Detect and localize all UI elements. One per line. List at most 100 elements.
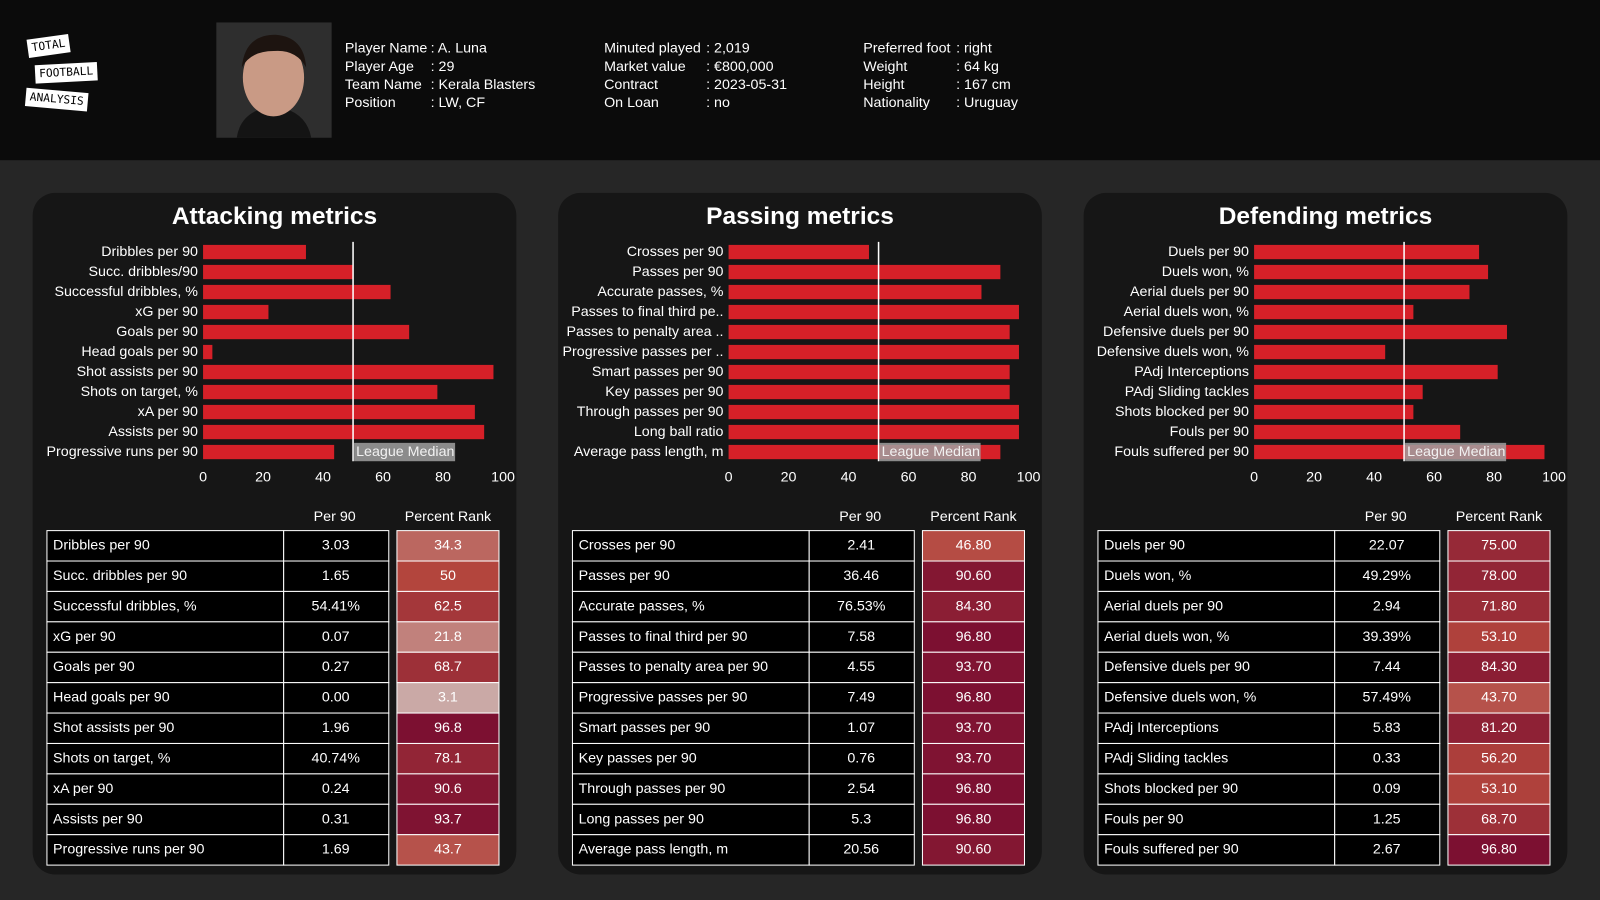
- rank-value: 68.7: [434, 659, 462, 675]
- per90-value: 0.24: [322, 781, 350, 797]
- per90-value: 36.46: [843, 568, 879, 584]
- per90-value: 7.58: [847, 629, 875, 645]
- bar: [1254, 364, 1498, 380]
- row-label: Long passes per 90: [579, 811, 704, 827]
- rank-value: 43.70: [1481, 690, 1517, 706]
- logo-text: FOOTBALL: [39, 64, 94, 80]
- x-tick-label: 0: [725, 469, 733, 485]
- rank-value: 78.1: [434, 750, 462, 766]
- metric-panel: Attacking metrics Dribbles per 90 Succ. dr…: [32, 192, 517, 875]
- row-label: Duels per 90: [1104, 538, 1185, 554]
- bar-label: Assists per 90: [108, 424, 198, 440]
- name-cell: [1097, 834, 1336, 866]
- bar: [728, 324, 1010, 340]
- rank-cell: [1447, 530, 1551, 562]
- per90-value: 22.07: [1369, 538, 1405, 554]
- rank-cell: [1447, 742, 1551, 775]
- bar: [1254, 324, 1507, 340]
- logo-text: ANALYSIS: [29, 90, 84, 108]
- bar-label: Shots on target, %: [81, 384, 199, 400]
- x-tick-label: 40: [315, 469, 331, 485]
- photo: [216, 22, 332, 138]
- row-label: Through passes per 90: [579, 781, 726, 797]
- bar: [203, 404, 475, 420]
- table-header: Per 90: [1365, 509, 1407, 525]
- row-label: Passes to penalty area per 90: [579, 659, 769, 675]
- per90-cell: [1334, 712, 1441, 744]
- photo-shoulders: [236, 106, 312, 138]
- per90-value: 39.39%: [1363, 629, 1412, 645]
- bar: [203, 364, 494, 380]
- logo-box: [34, 62, 98, 84]
- rank-cell: [1447, 712, 1551, 744]
- bar: [728, 424, 1019, 440]
- per90-cell: [283, 651, 390, 684]
- per90-cell: [808, 803, 915, 836]
- bar: [203, 424, 485, 440]
- per90-value: 5.3: [851, 811, 871, 827]
- per90-value: 1.25: [1373, 811, 1401, 827]
- bar-label: Aerial duels per 90: [1130, 284, 1249, 300]
- logo-box: [26, 33, 71, 58]
- bar-label: Progressive runs per 90: [47, 444, 199, 460]
- bar: [728, 404, 1019, 420]
- name-cell: [46, 712, 285, 744]
- bar-label: Successful dribbles, %: [54, 284, 198, 300]
- per90-value: 1.07: [847, 720, 875, 736]
- name-cell: [1097, 773, 1336, 805]
- rank-cell: [921, 834, 1025, 866]
- per90-value: 40.74%: [312, 750, 361, 766]
- name-cell: [571, 530, 810, 562]
- per90-value: 0.07: [322, 629, 350, 645]
- info-value: : 29: [431, 59, 455, 75]
- rank-value: 46.80: [956, 538, 992, 554]
- bar: [1254, 344, 1386, 360]
- bar-label: Aerial duels won, %: [1124, 304, 1250, 320]
- bar-label: Fouls per 90: [1170, 424, 1249, 440]
- info-label: Market value: [604, 59, 686, 75]
- table-header: Percent Rank: [1456, 509, 1543, 525]
- bar-label: Key passes per 90: [605, 384, 723, 400]
- row-label: Shots blocked per 90: [1104, 781, 1238, 797]
- rank-cell: [396, 742, 500, 775]
- rank-cell: [921, 712, 1025, 744]
- name-cell: [1097, 742, 1336, 775]
- row-label: Fouls suffered per 90: [1104, 842, 1239, 858]
- info-value: : €800,000: [706, 59, 773, 75]
- info-value: : 64 kg: [956, 59, 999, 75]
- info-label: Preferred foot: [863, 41, 950, 57]
- bar: [728, 244, 869, 260]
- info-label: Minuted played: [604, 41, 701, 57]
- per90-value: 5.83: [1373, 720, 1401, 736]
- rank-value: 62.5: [434, 598, 462, 614]
- row-label: Fouls per 90: [1104, 811, 1183, 827]
- bar-label: Succ. dribbles/90: [89, 264, 198, 280]
- row-label: xG per 90: [53, 629, 116, 645]
- info-label: Weight: [863, 59, 907, 75]
- chart-title: Attacking metrics: [172, 203, 377, 230]
- per90-value: 2.54: [847, 781, 875, 797]
- x-tick-label: 40: [841, 469, 857, 485]
- per90-cell: [808, 712, 915, 744]
- x-tick-label: 0: [199, 469, 207, 485]
- metric-panel: Passing metrics Crosses per 90 Passes per …: [558, 192, 1042, 875]
- per90-cell: [808, 682, 915, 714]
- row-label: Duels won, %: [1104, 568, 1192, 584]
- per90-cell: [808, 742, 915, 775]
- rank-value: 78.00: [1481, 568, 1517, 584]
- photo-hair: [241, 34, 307, 68]
- bar-label: Goals per 90: [116, 324, 198, 340]
- row-label: Progressive runs per 90: [53, 842, 205, 858]
- rank-cell: [1447, 621, 1551, 653]
- per90-cell: [1334, 773, 1441, 805]
- logo-word: TOTAL: [26, 33, 71, 58]
- bar: [728, 264, 1001, 280]
- name-cell: [46, 682, 285, 714]
- bar: [728, 364, 1010, 380]
- row-label: PAdj Sliding tackles: [1104, 750, 1228, 766]
- per90-value: 20.56: [843, 842, 879, 858]
- info-value: : 2,019: [706, 41, 750, 57]
- median-label: League Median: [1407, 444, 1505, 460]
- bar: [1254, 284, 1470, 300]
- x-tick-label: 100: [1542, 469, 1566, 485]
